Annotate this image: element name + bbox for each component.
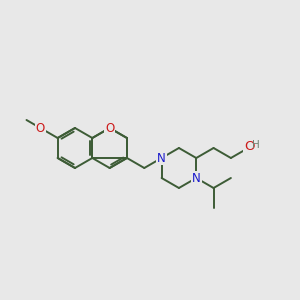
Text: O: O: [105, 122, 114, 134]
Text: N: N: [157, 152, 166, 164]
Text: H: H: [252, 140, 260, 150]
Text: O: O: [244, 140, 254, 154]
Text: N: N: [192, 172, 201, 184]
Text: O: O: [36, 122, 45, 134]
